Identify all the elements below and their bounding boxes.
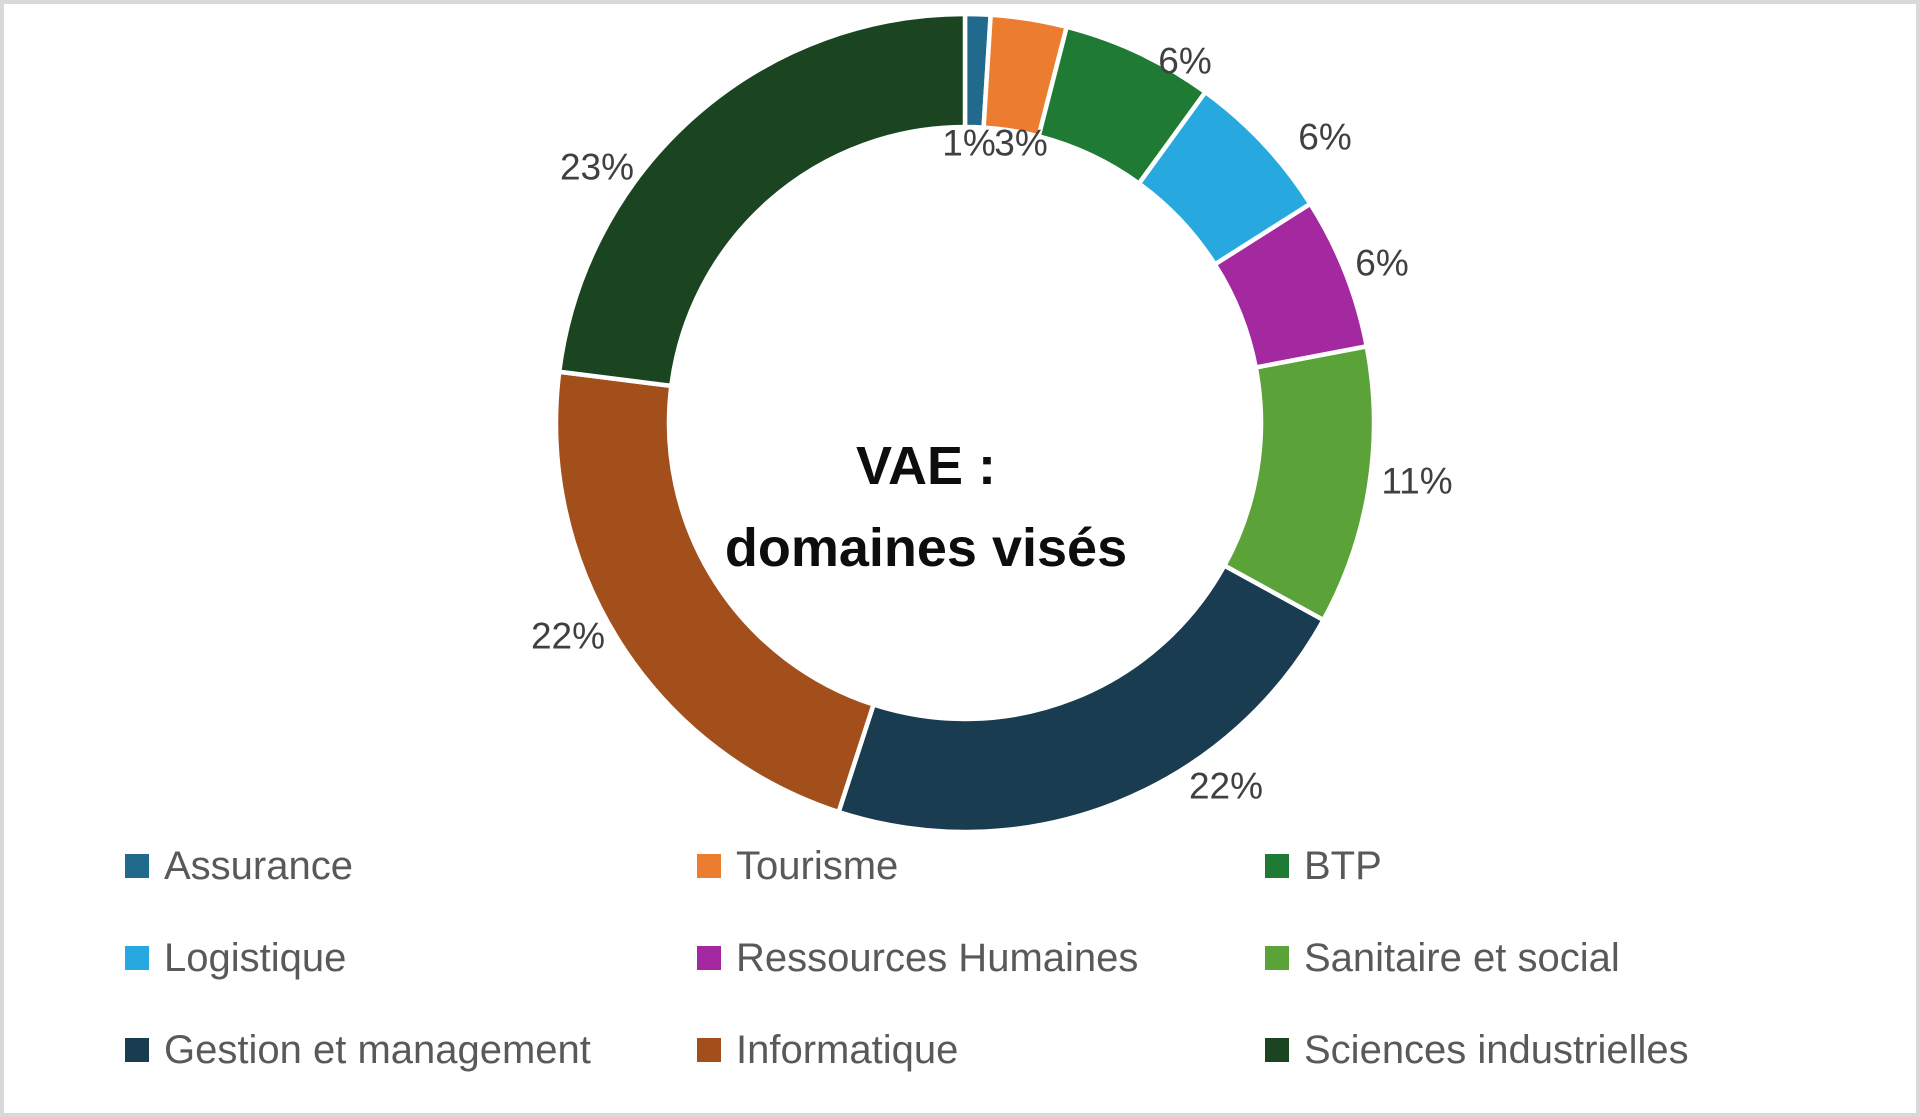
legend-label-sciences-industrielles: Sciences industrielles: [1304, 1028, 1689, 1072]
legend-swatch-tourisme: [697, 854, 721, 878]
legend-label-tourisme: Tourisme: [736, 844, 899, 888]
legend-label-btp: BTP: [1304, 844, 1382, 888]
chart-title-line-1: VAE :: [855, 436, 996, 496]
legend-item-tourisme: Tourisme: [697, 846, 1265, 886]
chart-legend: Assurance Tourisme BTP Logistique Ressources…: [125, 843, 1865, 1073]
slice-label-assurance: 1%: [942, 122, 996, 164]
slice-label-sciences-industrielles: 23%: [559, 146, 635, 188]
slice-label-ressources-humaines: 6%: [1355, 242, 1409, 284]
legend-swatch-logistique: [125, 946, 149, 970]
slice-label-informatique: 22%: [530, 615, 606, 657]
donut-slice-gestion-et-management: [835, 562, 1327, 835]
legend-swatch-btp: [1265, 854, 1289, 878]
slice-label-gestion-et-management: 22%: [1188, 765, 1264, 807]
slice-label-btp: 6%: [1158, 40, 1212, 82]
legend-item-logistique: Logistique: [125, 938, 697, 978]
legend-swatch-sanitaire-et-social: [1265, 946, 1289, 970]
slice-label-tourisme: 3%: [994, 122, 1048, 164]
chart-title-line-2: domaines visés: [724, 518, 1128, 578]
legend-item-ressources-humaines: Ressources Humaines: [697, 938, 1265, 978]
legend-swatch-gestion-et-management: [125, 1038, 149, 1062]
legend-item-sanitaire-et-social: Sanitaire et social: [1265, 938, 1865, 978]
legend-item-sciences-industrielles: Sciences industrielles: [1265, 1030, 1865, 1070]
legend-label-gestion-et-management: Gestion et management: [164, 1028, 591, 1072]
legend-label-informatique: Informatique: [736, 1028, 959, 1072]
donut-slices: [553, 11, 1377, 835]
legend-item-gestion-et-management: Gestion et management: [125, 1030, 697, 1070]
chart-title: VAE : domaines visés: [725, 425, 1127, 589]
legend-label-assurance: Assurance: [164, 844, 353, 888]
legend-item-btp: BTP: [1265, 846, 1865, 886]
legend-label-sanitaire-et-social: Sanitaire et social: [1304, 936, 1620, 980]
slice-label-sanitaire-et-social: 11%: [1381, 460, 1453, 502]
legend-label-logistique: Logistique: [164, 936, 347, 980]
legend-swatch-ressources-humaines: [697, 946, 721, 970]
legend-swatch-informatique: [697, 1038, 721, 1062]
slice-label-logistique: 6%: [1298, 116, 1352, 158]
legend-swatch-sciences-industrielles: [1265, 1038, 1289, 1062]
donut-slice-informatique: [553, 369, 877, 815]
legend-label-ressources-humaines: Ressources Humaines: [736, 936, 1139, 980]
legend-swatch-assurance: [125, 854, 149, 878]
legend-item-assurance: Assurance: [125, 846, 697, 886]
donut-slice-sciences-industrielles: [556, 11, 968, 389]
legend-item-informatique: Informatique: [697, 1030, 1265, 1070]
donut-chart: [553, 11, 1377, 835]
